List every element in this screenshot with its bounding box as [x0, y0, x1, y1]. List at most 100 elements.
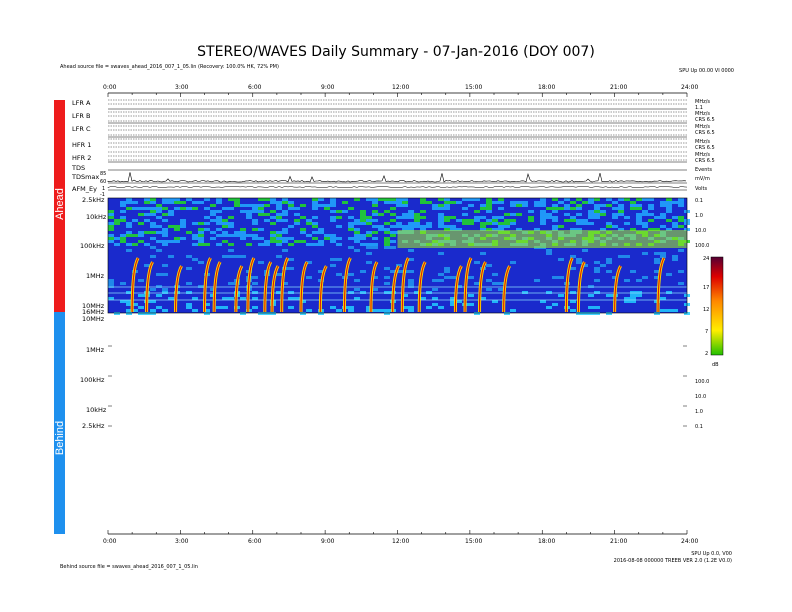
spectrogram-cell [342, 210, 348, 213]
spectrogram-cell [408, 210, 414, 213]
spectrogram-cell [258, 261, 264, 264]
spectrogram-cell [582, 249, 588, 252]
spectrogram-cell [672, 201, 678, 204]
spectrogram-cell [576, 207, 582, 210]
spectrogram-cell [534, 279, 540, 282]
type-iii-burst-core [131, 257, 139, 313]
spectrogram-cell [570, 207, 576, 210]
spectrogram-cell [660, 309, 666, 312]
spectrogram-cell [528, 219, 534, 222]
type-iii-burst-core [418, 261, 426, 313]
spectrogram-cell [270, 237, 276, 240]
top-tick-7: 21:00 [610, 84, 628, 91]
spectrogram-cell [480, 228, 486, 231]
type-iii-burst-core [281, 257, 289, 313]
spectrogram-cell [114, 312, 120, 315]
bottom-tick-4: 12:00 [392, 538, 410, 545]
panel-right-lfr-b-1: MHz/s [695, 111, 710, 117]
spectrogram-cell [228, 222, 234, 225]
panel-right-hfr-2-2: CRS 6.5 [695, 158, 715, 164]
behind-right-tick-10.0: 10.0 [695, 394, 707, 400]
tdsmax-trace [107, 172, 687, 183]
spectrogram-cell [306, 276, 312, 279]
spectrogram-cell [282, 282, 288, 285]
spectrogram-cell [252, 306, 258, 309]
spectrogram-cell [348, 237, 354, 240]
spectrogram-cell [366, 243, 372, 246]
ahead-y-tick-10khz: 10kHz [86, 213, 107, 221]
spectrogram-cell [330, 204, 336, 207]
spectrogram-cell [642, 225, 648, 228]
spectrogram-cell [126, 222, 132, 225]
spectrogram-cell [126, 225, 132, 228]
spectrogram-cell [582, 312, 588, 315]
spectrogram-cell [126, 312, 132, 315]
spectrogram-cell [654, 228, 660, 231]
spectrogram-cell [360, 234, 366, 237]
spectrogram-cell [624, 198, 630, 201]
spectrogram-cell [390, 219, 396, 222]
spectrogram-cell [636, 216, 642, 219]
spectrogram-cell [408, 285, 414, 288]
spectrogram-cell [252, 219, 258, 222]
spectrogram-cell [540, 210, 546, 213]
spectrogram-cell [294, 207, 300, 210]
panel-right-lfr-a-1: MHz/s [695, 99, 710, 105]
spectrogram-cell [438, 225, 444, 228]
behind-y-tick-2.5khz: 2.5kHz [82, 422, 105, 430]
spectrogram-cell [402, 201, 408, 204]
spectrogram-cell [258, 243, 264, 246]
spectrogram-cell [384, 246, 390, 249]
spectrogram-cell [594, 261, 600, 264]
panel-label-tdsmax: TDSmax [72, 173, 100, 181]
spectrogram-cell [498, 288, 504, 291]
spectrogram-cell [144, 312, 150, 315]
ahead-y-tick-100khz: 100kHz [80, 242, 105, 250]
spectrogram-cell [570, 291, 576, 294]
spectrogram-cell [276, 219, 282, 222]
spectrogram-cell [624, 255, 630, 258]
type-iii-burst-core [235, 265, 243, 313]
spectrogram-cell [162, 240, 168, 243]
spectrogram-cell [360, 270, 366, 273]
spectrogram-cell [498, 225, 504, 228]
spectrogram-cell [576, 198, 582, 201]
spectrogram-cell [300, 216, 306, 219]
spectrogram-cell [144, 243, 150, 246]
spectrogram-cell [492, 219, 498, 222]
spectrogram-cell [642, 222, 648, 225]
spectrogram-cell [660, 204, 666, 207]
spectrogram-cell [108, 210, 114, 213]
spectrogram-cell [252, 297, 258, 300]
spectrogram-cell [126, 303, 132, 306]
spectrogram-cell [162, 309, 168, 312]
spectrogram-cell [594, 306, 600, 309]
spectrogram-cell [204, 198, 210, 201]
spectrogram-cell [366, 246, 372, 249]
spectrogram-cell [462, 207, 468, 210]
spectrogram-cell [588, 201, 594, 204]
spectrogram-cell [168, 213, 174, 216]
spectrogram-cell [480, 204, 486, 207]
spectrogram-cell [564, 204, 570, 207]
bottom-right-note-1: SPU Up 0.0, V00 [691, 551, 732, 557]
spectrogram-cell [360, 216, 366, 219]
spectrogram-cell [450, 303, 456, 306]
behind-y-tick-10khz: 10kHz [86, 406, 107, 414]
spectrogram-cell [168, 255, 174, 258]
type-iii-burst-core [174, 265, 183, 313]
spectrogram-cell [240, 312, 246, 315]
spectrogram-cell [246, 213, 252, 216]
behind-right-tick-0.1: 0.1 [695, 424, 703, 430]
spectrogram-cell [606, 204, 612, 207]
spectrogram-cell [132, 219, 138, 222]
spectrogram-cell [576, 204, 582, 207]
type-iii-burst-core [392, 265, 400, 313]
panel-right-tds: Events [695, 167, 712, 173]
spectrogram-cell [270, 240, 276, 243]
spectrogram-cell [324, 204, 330, 207]
spectrogram-cell [666, 291, 672, 294]
spectrogram-cell [564, 219, 570, 222]
spectrogram-cell [546, 291, 552, 294]
